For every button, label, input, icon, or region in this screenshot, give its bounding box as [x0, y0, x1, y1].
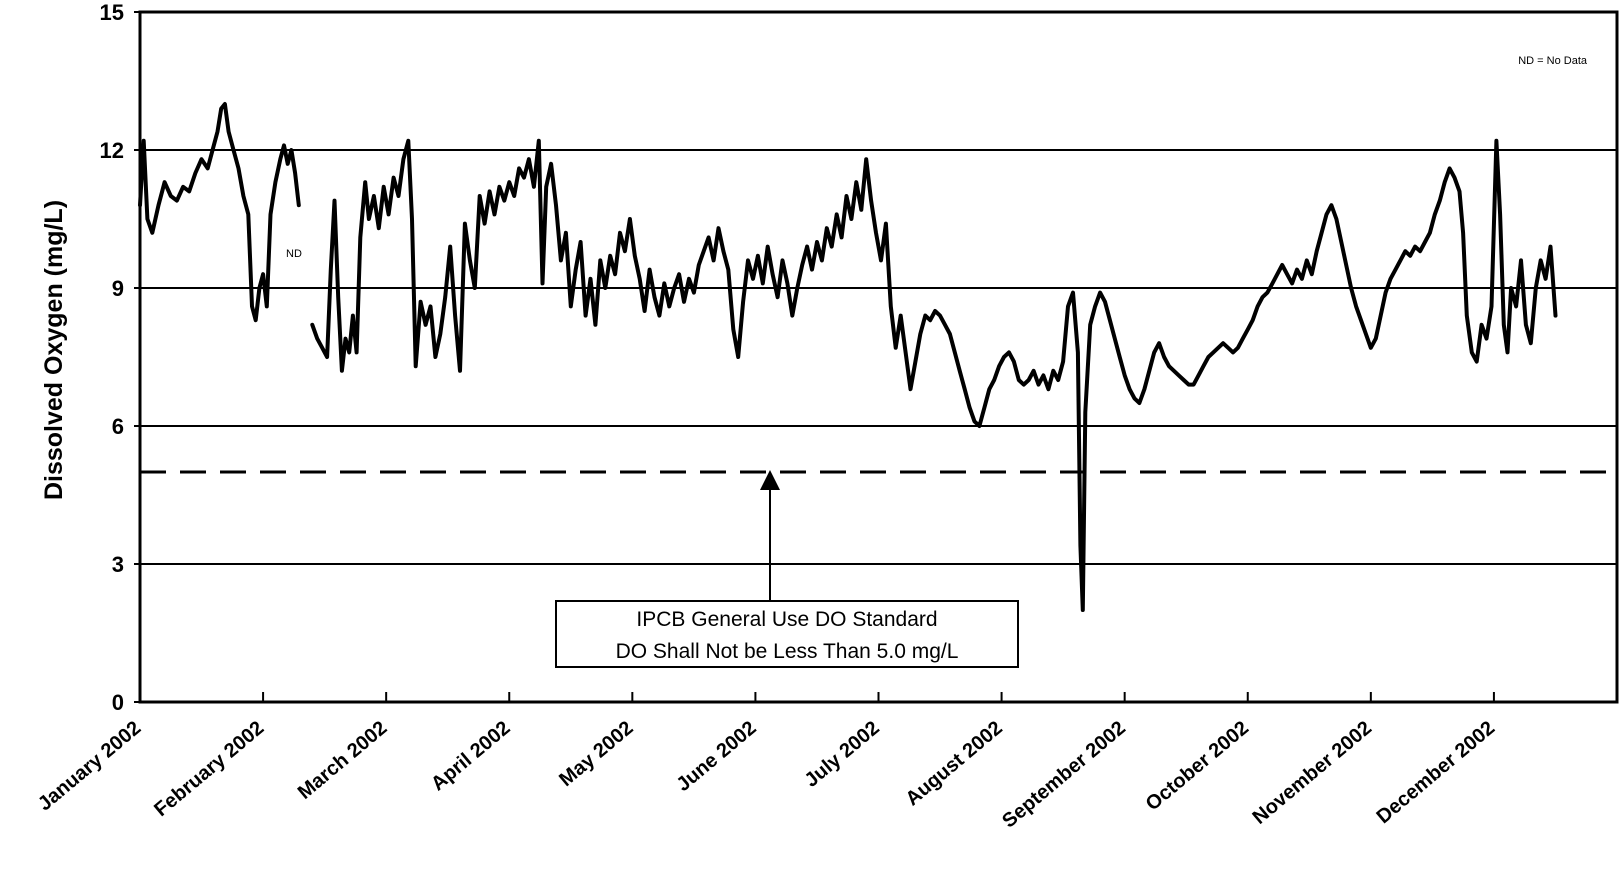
x-axis: January 2002 February 2002 March 2002 April…: [34, 692, 1499, 832]
x-tick-label: May 2002: [555, 717, 637, 791]
x-tick-label: April 2002: [427, 717, 514, 795]
annotation-box: [555, 600, 1019, 668]
standard-annotation: IPCB General Use DO Standard DO Shall No…: [555, 470, 1019, 668]
x-tick-label: December 2002: [1373, 717, 1500, 828]
series-layer: [138, 102, 1558, 612]
plot-frame: [138, 10, 1619, 704]
y-tick-label: 0: [112, 690, 124, 715]
y-axis: 0 3 6 9 12 15: [100, 0, 140, 715]
y-axis-title: Dissolved Oxygen (mg/L): [40, 200, 68, 500]
x-tick-label: July 2002: [801, 717, 884, 792]
x-tick-label: March 2002: [294, 717, 392, 804]
series-line-segment-2: [310, 138, 1558, 612]
annotation-line-1: IPCB General Use DO Standard: [636, 608, 937, 631]
nd-gap-label: ND: [286, 248, 302, 260]
x-tick-label: September 2002: [998, 717, 1130, 832]
annotation-line-2: DO Shall Not be Less Than 5.0 mg/L: [616, 640, 959, 663]
y-tick-label: 6: [112, 414, 124, 439]
x-tick-label: January 2002: [34, 717, 145, 815]
x-tick-label: October 2002: [1142, 717, 1253, 815]
x-tick-label: August 2002: [902, 717, 1007, 810]
x-tick-label: June 2002: [672, 717, 760, 796]
annotation-arrow-head: [760, 470, 780, 490]
y-tick-label: 12: [100, 138, 124, 163]
y-tick-label: 9: [112, 276, 124, 301]
series-line-segment-1: [138, 102, 301, 323]
x-tick-label: February 2002: [150, 717, 268, 821]
x-tick-label: November 2002: [1249, 717, 1376, 829]
gridlines: [140, 149, 1617, 565]
y-tick-label: 15: [100, 0, 124, 25]
y-tick-label: 3: [112, 552, 124, 577]
nd-legend-note: ND = No Data: [1518, 55, 1588, 67]
